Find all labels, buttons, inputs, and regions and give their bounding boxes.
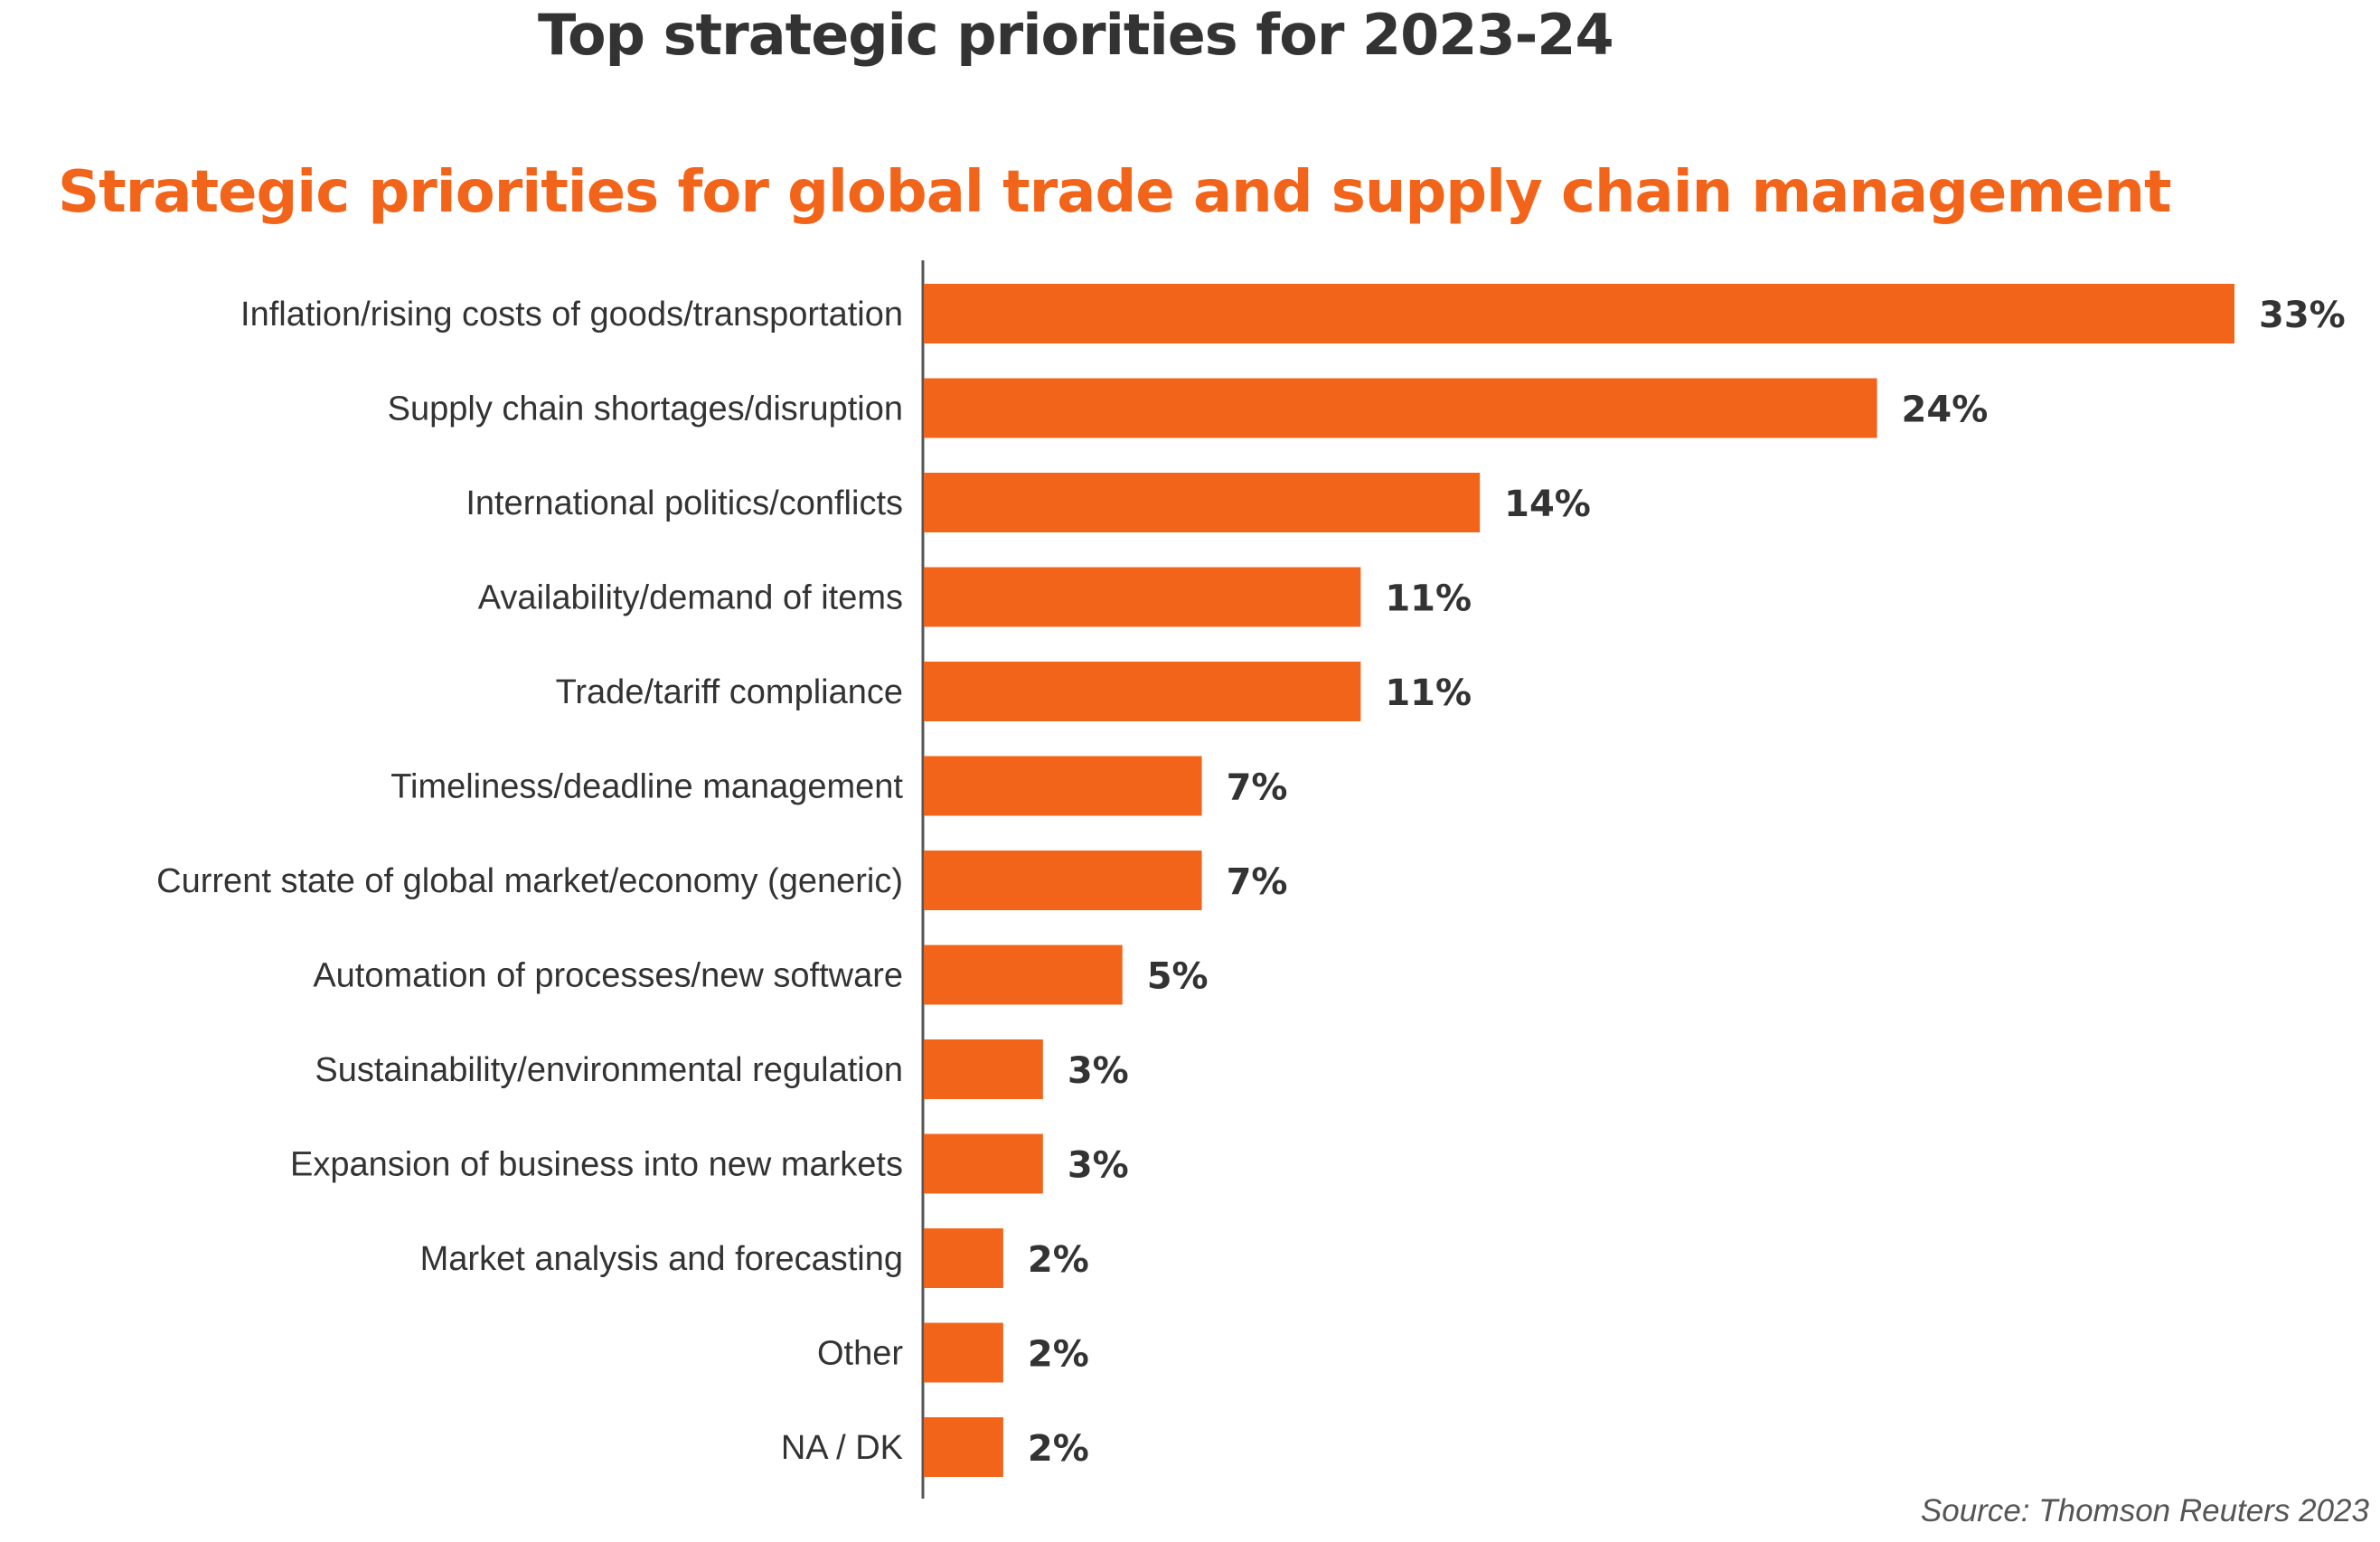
bars-group: Inflation/rising costs of goods/transpor… (156, 284, 2346, 1477)
bar (924, 567, 1361, 627)
category-label: Trade/tariff compliance (556, 673, 903, 711)
category-label: Current state of global market/economy (… (156, 862, 903, 900)
bar (924, 284, 2234, 343)
bar (924, 1133, 1043, 1194)
bar (924, 945, 1123, 1005)
category-label: Inflation/rising costs of goods/transpor… (240, 296, 903, 334)
bar (924, 1417, 1003, 1477)
category-label: Other (817, 1335, 903, 1373)
value-label: 3% (1068, 1145, 1129, 1187)
value-label: 24% (1902, 390, 1989, 431)
category-label: Market analysis and forecasting (420, 1240, 903, 1278)
bar (924, 1039, 1043, 1099)
bar (924, 1322, 1003, 1383)
value-label: 11% (1385, 672, 1472, 714)
value-label: 2% (1028, 1428, 1089, 1470)
bar (924, 851, 1202, 910)
value-label: 11% (1385, 578, 1472, 620)
chart-subtitle: Strategic priorities for global trade an… (58, 159, 2172, 226)
bar (924, 473, 1481, 532)
category-label: Expansion of business into new markets (290, 1146, 903, 1184)
value-label: 2% (1028, 1334, 1089, 1376)
value-label: 2% (1028, 1239, 1089, 1281)
category-label: Timeliness/deadline management (390, 768, 903, 806)
category-label: International politics/conflicts (466, 484, 903, 522)
category-label: NA / DK (781, 1429, 903, 1467)
category-label: Supply chain shortages/disruption (388, 390, 903, 428)
bar (924, 378, 1877, 438)
bar (924, 662, 1361, 721)
value-label: 7% (1227, 861, 1288, 903)
value-label: 5% (1147, 956, 1209, 998)
bar (924, 756, 1202, 816)
value-label: 33% (2259, 295, 2346, 336)
value-label: 3% (1068, 1050, 1129, 1092)
category-label: Availability/demand of items (478, 579, 903, 617)
category-label: Sustainability/environmental regulation (315, 1051, 903, 1089)
source-note: Source: Thomson Reuters 2023 (1920, 1493, 2369, 1528)
chart-main-title: Top strategic priorities for 2023-24 (538, 2, 1614, 68)
category-label: Automation of processes/new software (313, 957, 903, 995)
value-label: 14% (1504, 484, 1591, 525)
bar (924, 1228, 1003, 1288)
value-label: 7% (1227, 767, 1288, 809)
